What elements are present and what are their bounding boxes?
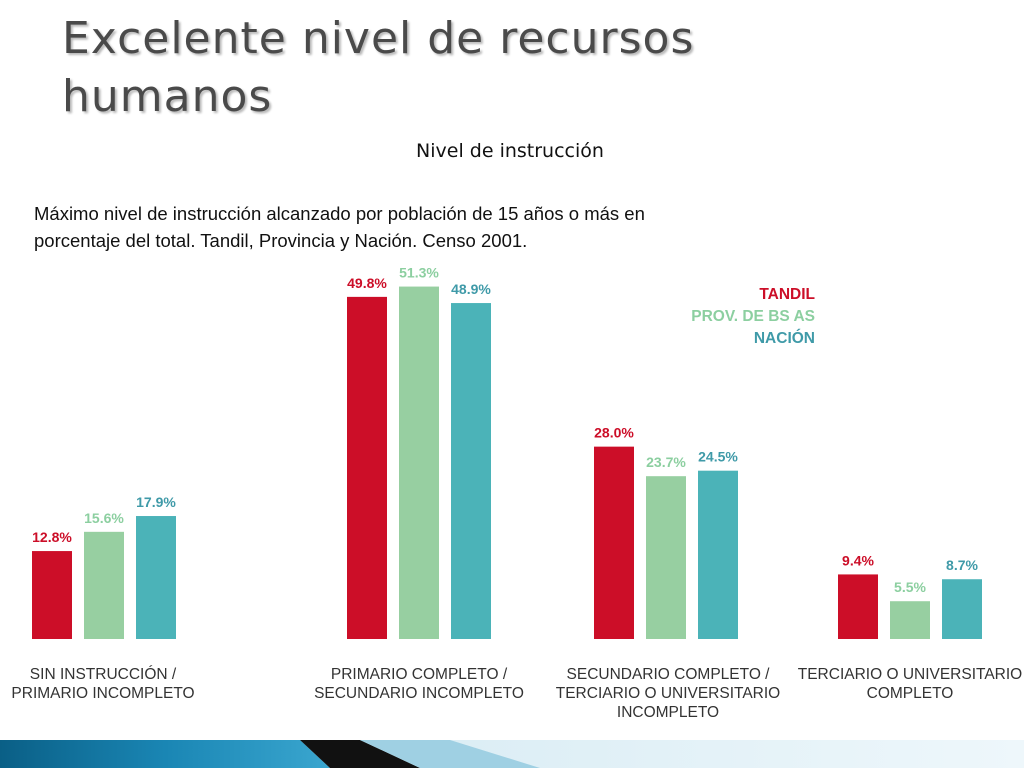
value-label-1-2: 49.8% [347,275,387,291]
chart-subtitle: Nivel de instrucción [416,140,604,162]
bar-2-3 [646,476,686,639]
value-label-2-3: 23.7% [646,454,686,470]
bar-3-4 [942,579,982,639]
value-label-3-4: 8.7% [946,557,978,573]
decorative-bottom-bar [0,740,1024,768]
value-label-2-2: 51.3% [399,265,439,281]
value-label-1-1: 12.8% [32,529,72,545]
category-label-3-line-2: TERCIARIO O UNIVERSITARIO [556,685,781,702]
bar-2-4 [890,601,930,639]
bar-3-1 [136,516,176,639]
category-label-3-line-1: SECUNDARIO COMPLETO / [567,666,771,683]
bar-1-2 [347,296,387,639]
bar-1-1 [32,551,72,639]
value-label-2-4: 5.5% [894,579,926,595]
value-label-3-1: 17.9% [136,494,176,510]
category-label-4-line-1: TERCIARIO O UNIVERSITARIO [798,666,1023,683]
legend: TANDIL PROV. DE BS AS NACIÓN [691,286,815,347]
value-label-1-3: 28.0% [594,425,634,441]
legend-item-2: PROV. DE BS AS [691,308,815,325]
bar-3-2 [451,303,491,639]
category-labels-layer: SIN INSTRUCCIÓN / PRIMARIO INCOMPLETO PRIM… [11,666,1022,721]
legend-item-3: NACIÓN [754,329,815,347]
legend-item-1: TANDIL [759,286,815,303]
value-label-1-4: 9.4% [842,552,874,568]
bar-2-1 [84,531,124,639]
category-label-2-line-2: SECUNDARIO INCOMPLETO [314,685,524,702]
bar-3-3 [698,470,738,639]
category-label-1-line-2: PRIMARIO INCOMPLETO [11,685,194,702]
category-label-4-line-2: COMPLETO [867,685,954,702]
slide-title-line-1: Excelente nivel de recursos [62,13,695,64]
value-labels-layer: 12.8% 49.8% 28.0% 9.4% 15.6% 51.3% 23.7% 5.5% 17… [32,265,978,596]
bar-2-2 [399,286,439,639]
category-label-3-line-3: INCOMPLETO [617,704,719,721]
value-label-2-1: 15.6% [84,510,124,526]
category-label-2-line-1: PRIMARIO COMPLETO / [331,666,508,683]
bar-1-4 [838,574,878,639]
value-label-3-2: 48.9% [451,281,491,297]
bars-layer [32,286,982,639]
slide-title: Excelente nivel de recursos humanos [62,10,962,126]
chart-description: Máximo nivel de instrucción alcanzado po… [34,203,645,251]
slide-title-line-2: humanos [62,71,273,122]
value-label-3-3: 24.5% [698,449,738,465]
category-label-1-line-1: SIN INSTRUCCIÓN / [30,666,177,683]
bar-1-3 [594,446,634,639]
